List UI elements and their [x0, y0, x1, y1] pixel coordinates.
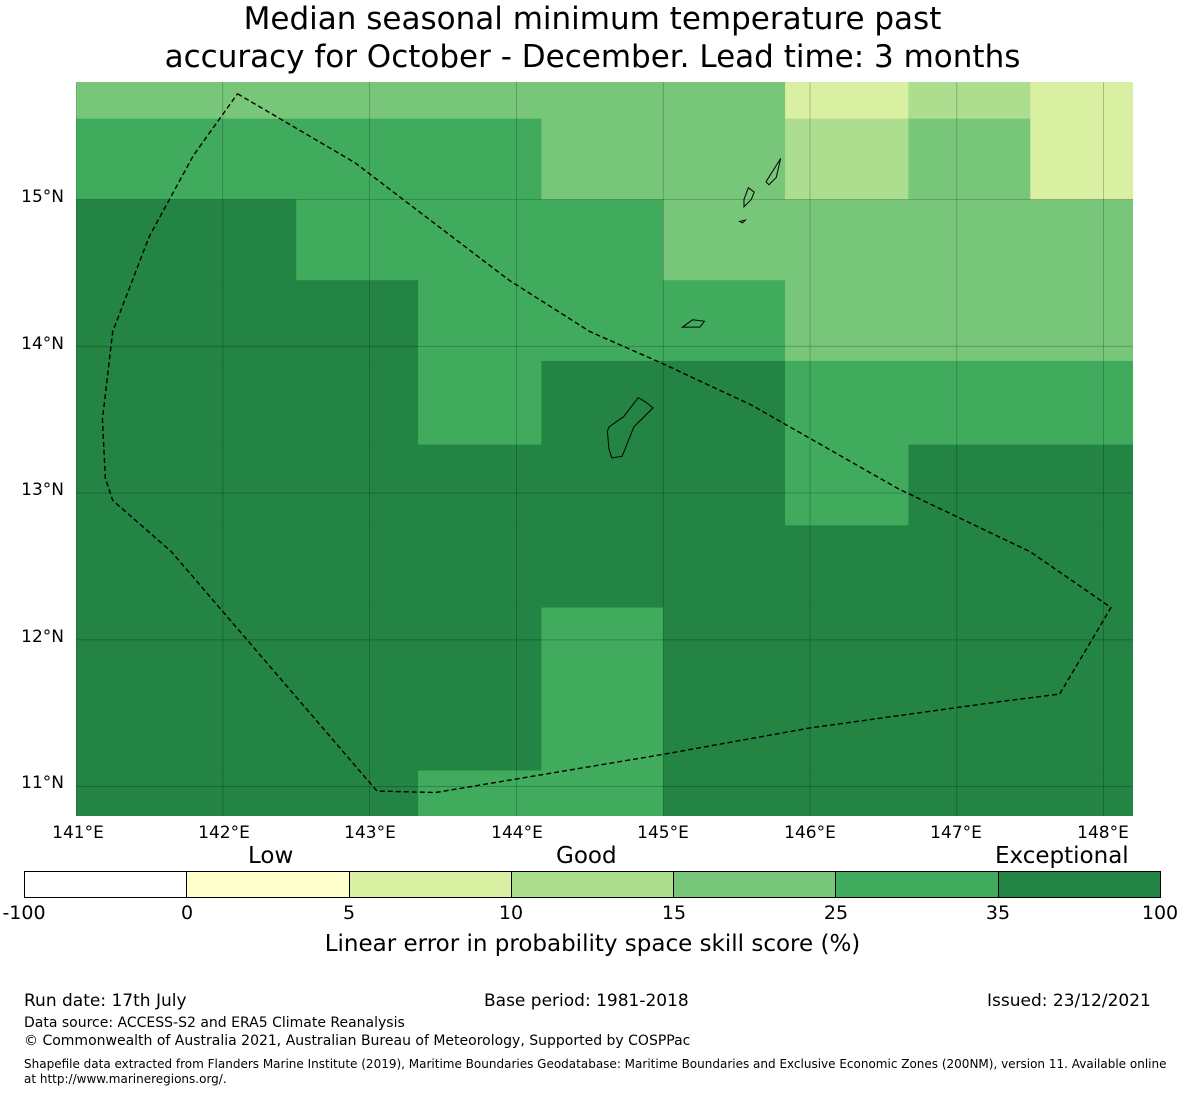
chart-title: Median seasonal minimum temperature past… [0, 0, 1185, 76]
colorbar-segment [511, 872, 675, 897]
grid-cell [76, 525, 1133, 609]
grid-cell [76, 118, 542, 200]
island-outline [606, 396, 654, 459]
lat-label-13: 13°N [21, 480, 64, 500]
grid-cell [76, 280, 419, 362]
grid-cell [186, 82, 554, 120]
grid-cell [76, 82, 187, 120]
map-canvas [76, 82, 1133, 816]
colorbar-segment [25, 872, 188, 897]
grid-cell [785, 280, 1133, 362]
grid-cell [785, 82, 909, 120]
grid-cell [296, 199, 664, 281]
grid-cell [908, 82, 1031, 120]
grid-cell [76, 360, 419, 446]
lat-label-11: 11°N [21, 773, 64, 793]
category-good: Good [556, 843, 617, 869]
lat-label-15: 15°N [21, 187, 64, 207]
grid-cell [541, 607, 664, 771]
lon-label-141: 141°E [52, 823, 104, 843]
island-outline [680, 319, 706, 328]
title-line-2: accuracy for October - December. Lead ti… [164, 39, 1021, 75]
lon-label-144: 144°E [491, 823, 543, 843]
data-source: Data source: ACCESS-S2 and ERA5 Climate … [24, 1015, 405, 1031]
grid-cell [1030, 82, 1133, 120]
colorbar-segment [187, 872, 350, 897]
category-exceptional: Exceptional [995, 843, 1129, 869]
base-period: Base period: 1981-2018 [484, 991, 689, 1011]
grid-cell [663, 199, 1133, 281]
shapefile-credit: Shapefile data extracted from Flanders M… [24, 1057, 1167, 1086]
grid-cell [908, 444, 1133, 526]
colorbar-segment [674, 872, 837, 897]
colorbar-tick: 100 [1141, 902, 1179, 924]
grid-cell [418, 770, 664, 816]
issued-date: Issued: 23/12/2021 [987, 991, 1151, 1011]
eez-boundary [101, 93, 1112, 794]
island-outline [765, 158, 782, 186]
grid-cell [76, 770, 419, 816]
category-low: Low [248, 843, 294, 869]
colorbar-tick: 10 [498, 902, 524, 924]
lon-label-143: 143°E [344, 823, 396, 843]
colorbar-segment [998, 872, 1160, 897]
colorbar-tick: -100 [2, 902, 46, 924]
colorbar-label: Linear error in probability space skill … [324, 931, 861, 957]
grid-cell [785, 360, 1133, 446]
grid-cell [76, 607, 542, 771]
colorbar-tick: 0 [180, 902, 194, 924]
grid-cell [553, 82, 786, 120]
grid-cell [76, 444, 786, 526]
lon-label-148: 148°E [1077, 823, 1129, 843]
lon-label-146: 146°E [784, 823, 836, 843]
lat-label-14: 14°N [21, 334, 64, 354]
island-outline [743, 186, 755, 208]
colorbar-tick: 25 [823, 902, 849, 924]
grid-cell [418, 360, 542, 446]
colorbar [24, 871, 1161, 898]
colorbar-segment [349, 872, 512, 897]
grid-cell [663, 607, 1133, 771]
copyright: © Commonwealth of Australia 2021, Austra… [24, 1033, 691, 1049]
grid-cell [541, 118, 786, 200]
lon-label-142: 142°E [198, 823, 250, 843]
grid-cell [418, 280, 786, 362]
run-date: Run date: 17th July [24, 991, 187, 1011]
lat-label-12: 12°N [21, 627, 64, 647]
colorbar-tick: 35 [985, 902, 1011, 924]
grid-cell [785, 444, 909, 526]
colorbar-tick: 5 [342, 902, 356, 924]
grid-cell [76, 199, 297, 281]
grid-cell [908, 118, 1031, 200]
grid-cell [541, 360, 786, 446]
grid-cell [785, 118, 909, 200]
island-outline [738, 219, 748, 224]
grid-cell [1030, 118, 1133, 200]
colorbar-segment [836, 872, 999, 897]
grid-cell [663, 770, 1133, 816]
lon-label-145: 145°E [637, 823, 689, 843]
title-line-1: Median seasonal minimum temperature past [243, 1, 942, 37]
lon-label-147: 147°E [930, 823, 982, 843]
colorbar-tick: 15 [661, 902, 687, 924]
map-area [76, 82, 1133, 816]
